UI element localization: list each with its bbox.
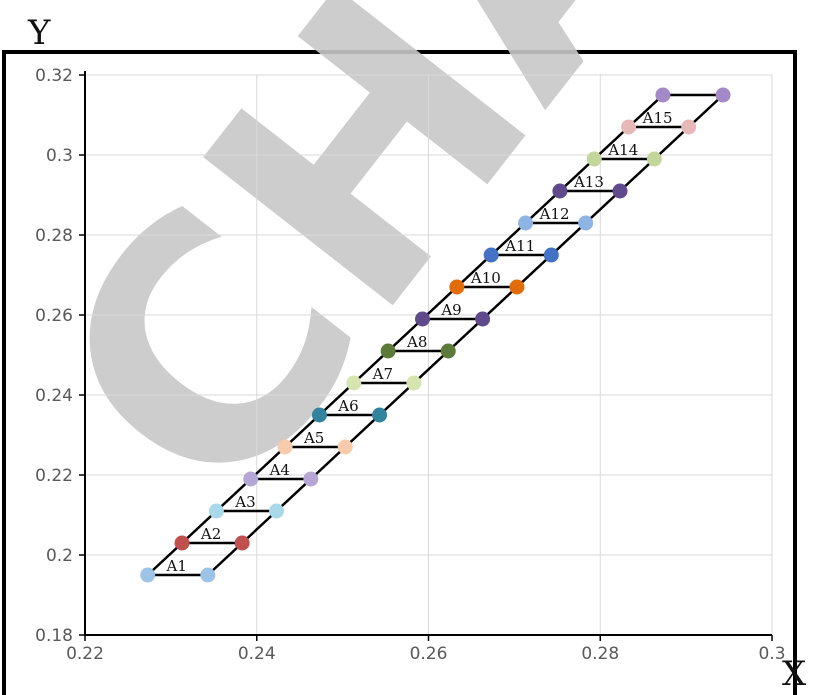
segment-label: A10 [470,269,501,287]
right-point [543,247,559,263]
right-point [612,183,628,199]
left-point [346,375,362,391]
right-point [372,407,388,423]
left-point [174,535,190,551]
x-axis-title: X [782,654,807,694]
y-tick-label: 0.18 [35,626,73,646]
segment-label: A7 [372,365,393,383]
left-point [414,311,430,327]
y-tick-label: 0.32 [35,66,73,86]
segment-label: A13 [573,173,604,191]
segment-label: A15 [642,109,673,127]
right-point [303,471,319,487]
right-point [475,311,491,327]
left-point [483,247,499,263]
left-point [621,119,637,135]
segment-label: A2 [200,525,221,543]
right-point [681,119,697,135]
right-point [646,151,662,167]
x-tick-label: 0.28 [581,644,619,664]
segment-label: A1 [166,557,187,575]
y-tick-label: 0.28 [35,226,73,246]
segment-label: A8 [406,333,427,351]
left-point [518,215,534,231]
right-point [406,375,422,391]
x-tick-label: 0.22 [66,644,104,664]
y-tick-label: 0.26 [35,306,73,326]
segment-label: A11 [504,237,535,255]
tick-labels: 0.22 0.24 0.26 0.28 0.3 0.18 0.2 0.22 0.24 0.26 0.… [35,66,785,664]
segment-label: A12 [539,205,570,223]
y-tick-label: 0.3 [46,146,73,166]
right-point [269,503,285,519]
left-point [311,407,327,423]
y-tick-label: 0.2 [46,546,73,566]
left-point [449,279,465,295]
x-tick-label: 0.24 [238,644,276,664]
y-tick-label: 0.22 [35,466,73,486]
segment-label: A3 [234,493,255,511]
segment-label: A4 [269,461,290,479]
segment-label: A6 [337,397,358,415]
left-point [586,151,602,167]
left-point [208,503,224,519]
left-point [655,87,671,103]
axes [79,71,773,641]
right-point [578,215,594,231]
right-edge-line [206,94,724,576]
right-point [337,439,353,455]
left-point [277,439,293,455]
right-point [234,535,250,551]
y-tick-label: 0.24 [35,386,73,406]
left-edge-line [146,94,664,576]
x-tick-label: 0.26 [410,644,448,664]
right-point [440,343,456,359]
segment-label: A5 [303,429,324,447]
left-point [380,343,396,359]
left-point [552,183,568,199]
y-axis-title: Y [27,13,51,53]
right-point [509,279,525,295]
chart-frame [2,50,797,695]
left-point [140,567,156,583]
segment-label: A14 [607,141,638,159]
left-point [243,471,259,487]
right-point [200,567,216,583]
segment-label: A9 [440,301,461,319]
x-tick-label: 0.3 [758,644,785,664]
right-point [715,87,731,103]
